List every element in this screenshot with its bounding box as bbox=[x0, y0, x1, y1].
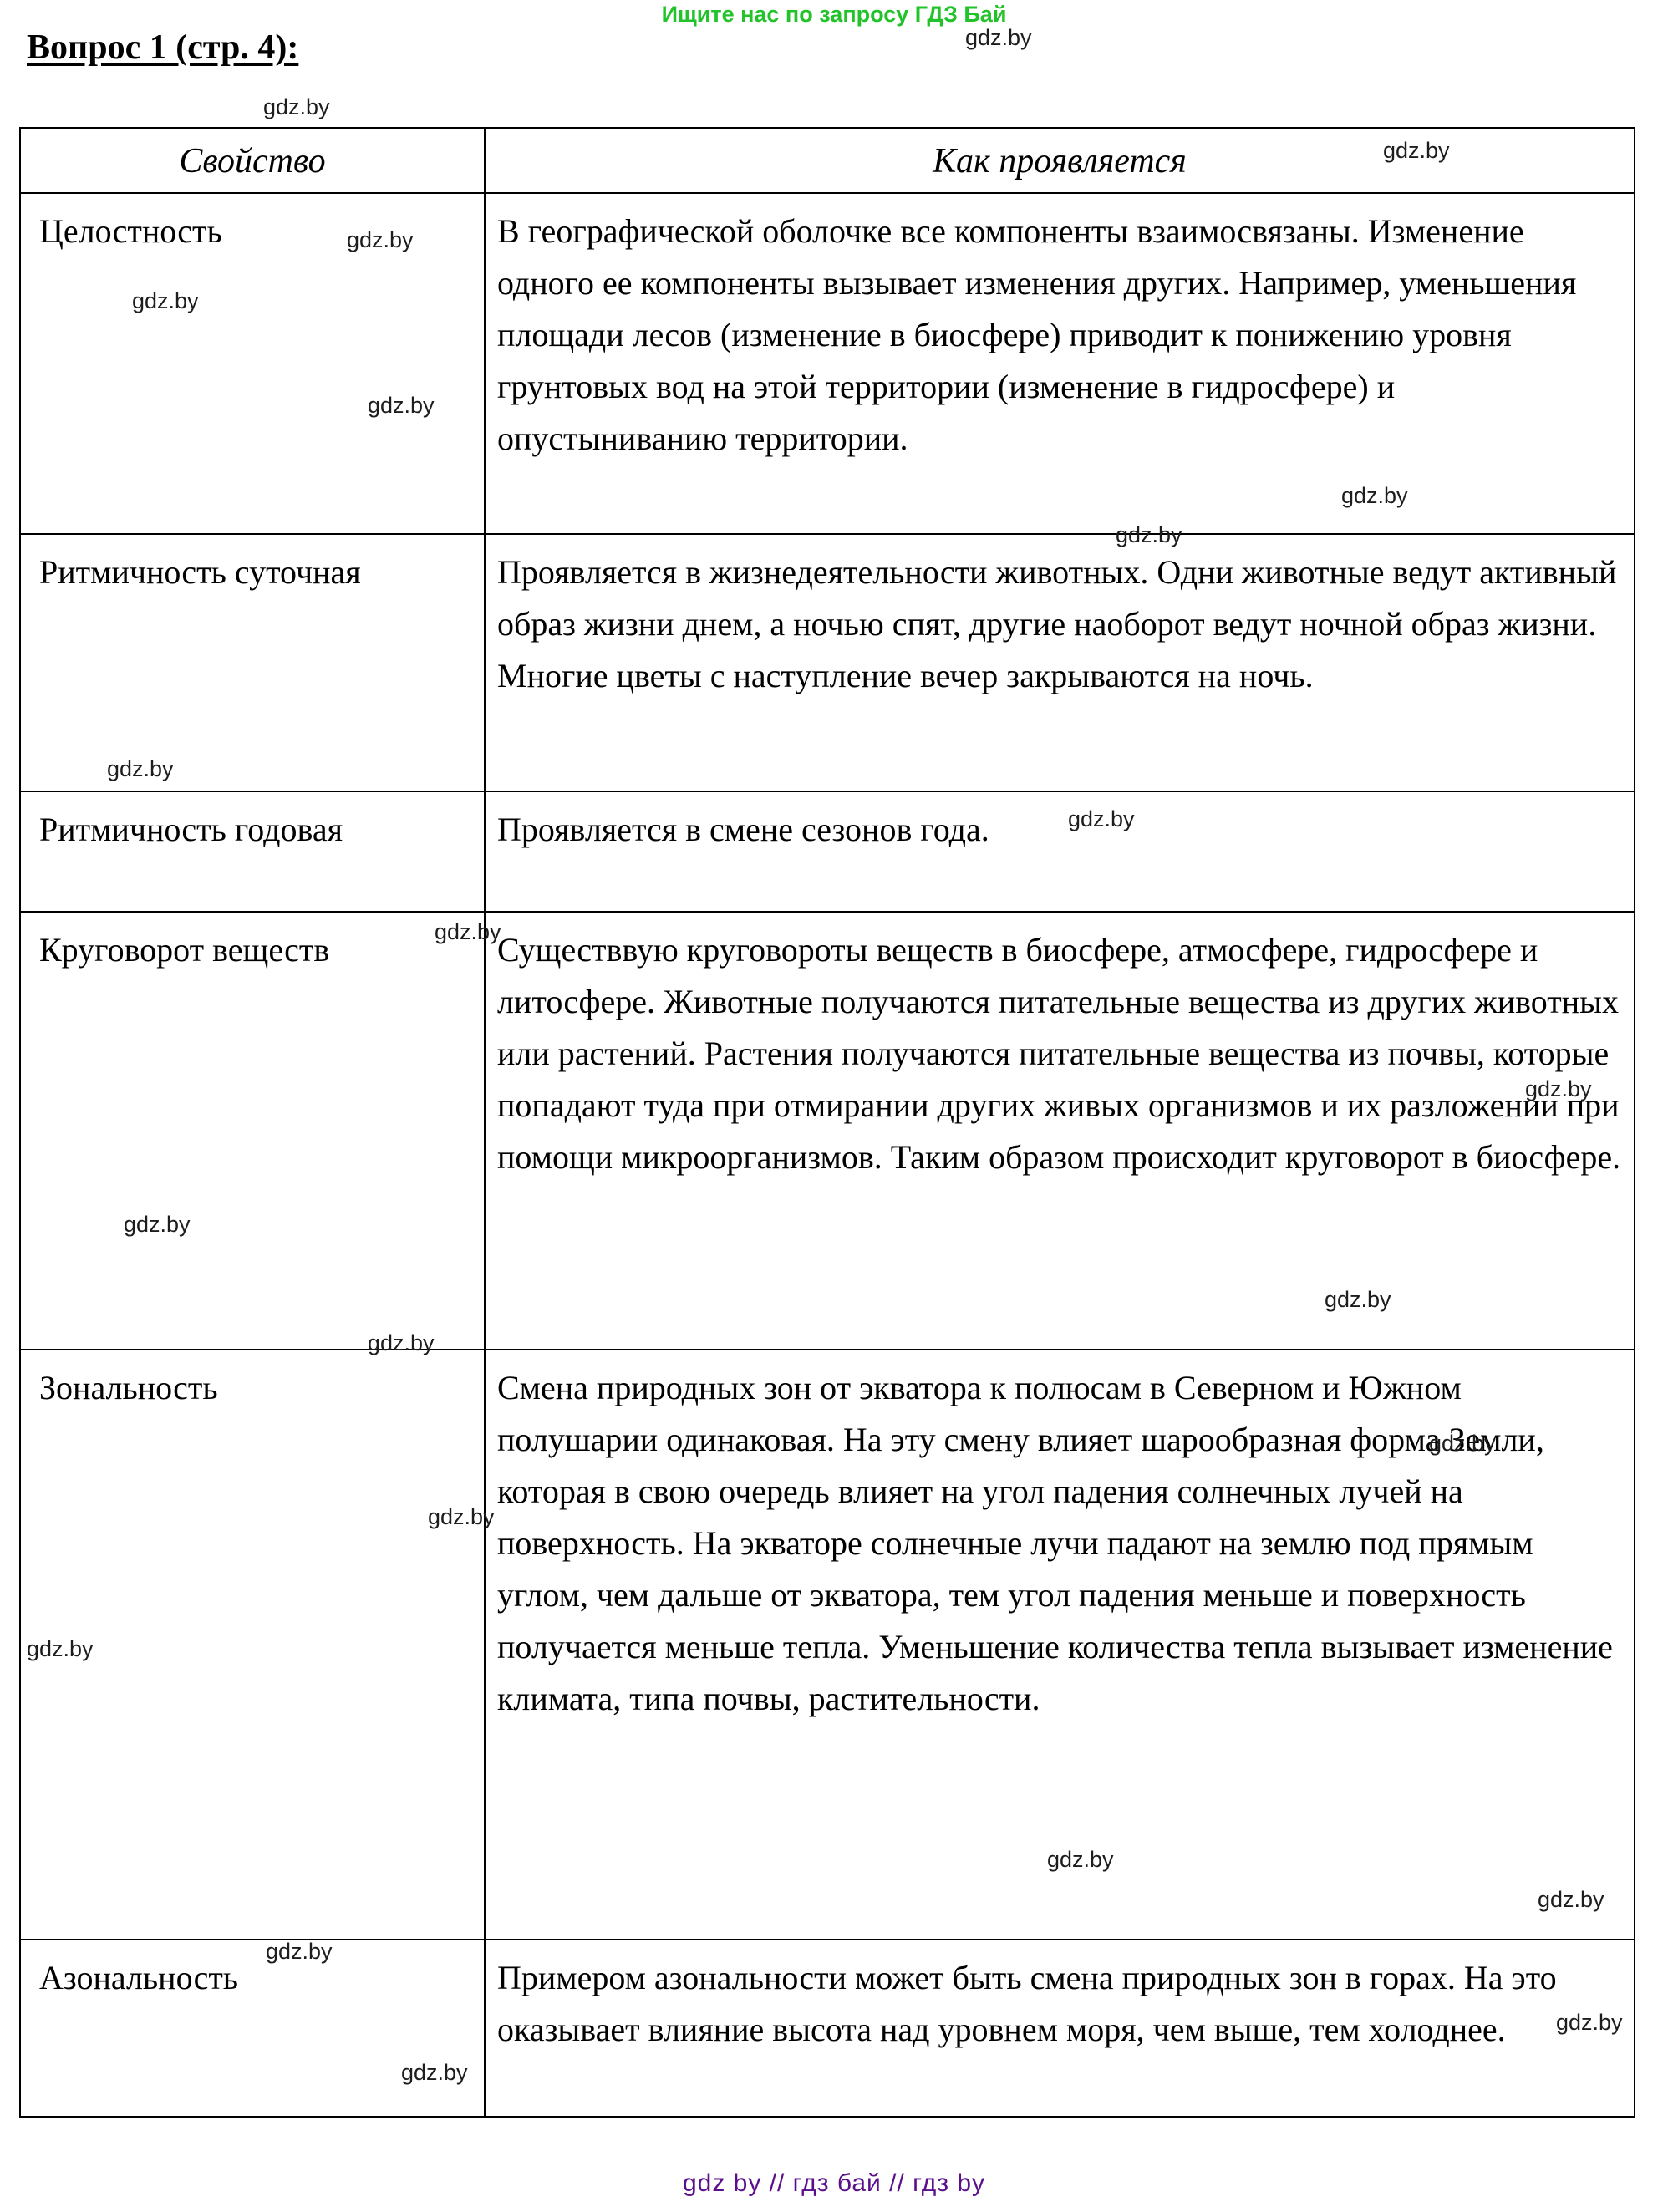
properties-table-wrapper: Свойство Как проявляется Целостность В г… bbox=[19, 127, 1635, 2118]
property-label: Зональность bbox=[39, 1369, 218, 1406]
footer-credit: gdz by // гдз бай // гдз by bbox=[682, 2169, 986, 2197]
table-row: Целостность В географической оболочке вс… bbox=[19, 192, 1635, 535]
description-text: Проявляется в жизнедеятельности животных… bbox=[497, 553, 1617, 694]
row-property-cell: Азональность bbox=[19, 1939, 486, 2118]
table-row: Ритмичность суточная Проявляется в жизне… bbox=[19, 533, 1635, 792]
watermark-gdz: gdz.by bbox=[965, 25, 1032, 50]
header-label-property: Свойство bbox=[179, 142, 326, 181]
property-label: Ритмичность годовая bbox=[39, 811, 343, 848]
header-cell-property: Свойство bbox=[19, 127, 486, 194]
table-row: Зональность Смена природных зон от экват… bbox=[19, 1349, 1635, 1940]
row-property-cell: Целостность bbox=[19, 192, 486, 535]
promo-banner: Ищите нас по запросу ГДЗ Бай bbox=[661, 2, 1007, 27]
row-property-cell: Ритмичность годовая bbox=[19, 791, 486, 913]
property-label: Круговорот веществ bbox=[39, 931, 330, 969]
row-description-cell: Проявляется в жизнедеятельности животных… bbox=[484, 533, 1635, 792]
row-property-cell: Зональность bbox=[19, 1349, 486, 1940]
property-label: Ритмичность суточная bbox=[39, 553, 361, 591]
row-description-cell: В географической оболочке все компоненты… bbox=[484, 192, 1635, 535]
table-row: Ритмичность годовая Проявляется в смене … bbox=[19, 791, 1635, 913]
header-cell-manifestation: Как проявляется bbox=[484, 127, 1635, 194]
description-text: Проявляется в смене сезонов года. bbox=[497, 811, 989, 848]
description-text: В географической оболочке все компоненты… bbox=[497, 212, 1577, 457]
property-label: Целостность bbox=[39, 212, 222, 250]
header-label-manifestation: Как проявляется bbox=[933, 142, 1187, 181]
description-text: Смена природных зон от экватора к полюса… bbox=[497, 1369, 1613, 1717]
table-row: Круговорот веществ Существвую круговорот… bbox=[19, 911, 1635, 1350]
table-row: Азональность Примером азональности может… bbox=[19, 1939, 1635, 2118]
row-property-cell: Ритмичность суточная bbox=[19, 533, 486, 792]
property-label: Азональность bbox=[39, 1959, 239, 1996]
page-title: Вопрос 1 (стр. 4): bbox=[27, 28, 299, 67]
table-header-row: Свойство Как проявляется bbox=[19, 127, 1635, 194]
row-description-cell: Существвую круговороты веществ в биосфер… bbox=[484, 911, 1635, 1350]
description-text: Примером азональности может быть смена п… bbox=[497, 1959, 1557, 2048]
properties-table: Свойство Как проявляется Целостность В г… bbox=[19, 127, 1635, 2118]
row-description-cell: Смена природных зон от экватора к полюса… bbox=[484, 1349, 1635, 1940]
row-description-cell: Проявляется в смене сезонов года. bbox=[484, 791, 1635, 913]
row-property-cell: Круговорот веществ bbox=[19, 911, 486, 1350]
description-text: Существвую круговороты веществ в биосфер… bbox=[497, 931, 1621, 1176]
row-description-cell: Примером азональности может быть смена п… bbox=[484, 1939, 1635, 2118]
watermark-gdz: gdz.by bbox=[263, 94, 330, 119]
